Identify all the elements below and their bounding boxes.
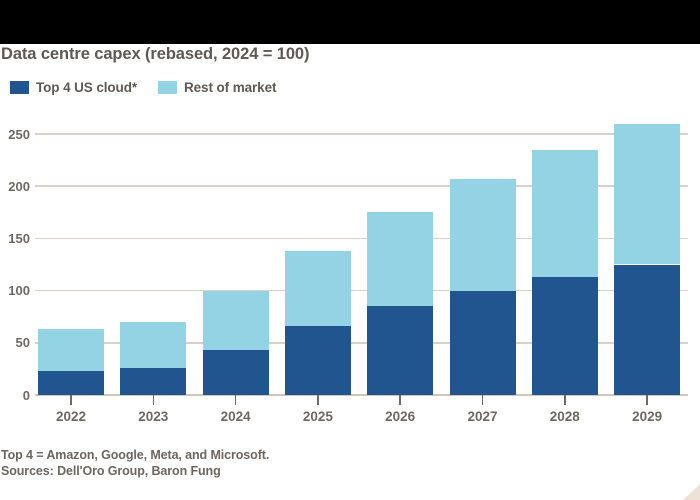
x-axis-tick-2027 [481, 395, 484, 405]
x-axis-label-2024: 2024 [220, 409, 251, 424]
bar-2028-rest [531, 149, 598, 278]
top-black-banner [0, 0, 700, 44]
sources-text: Sources: Dell'Oro Group, Baron Fung [1, 464, 221, 479]
x-axis-tick-2025 [317, 395, 319, 405]
y-axis-label-50: 50 [15, 335, 30, 351]
x-axis-tick-2029 [646, 395, 648, 405]
x-axis-tick-2022 [70, 395, 72, 405]
bar-2028-top4 [531, 277, 598, 395]
y-axis-label-200: 200 [8, 178, 30, 194]
x-axis-label-2026: 2026 [385, 409, 416, 424]
bar-2025-top4 [284, 326, 351, 395]
gridline-150 [35, 237, 688, 240]
chart-footer: Top 4 = Amazon, Google, Meta, and Micros… [1, 447, 269, 480]
legend-label-rest: Rest of market [184, 80, 277, 95]
x-axis-tick-2024 [234, 395, 237, 405]
gridline-50 [35, 342, 688, 344]
legend-swatch-rest [158, 81, 177, 94]
bar-2029-rest [614, 123, 681, 265]
corner-triangle-decoration [683, 484, 700, 500]
bar-2024-rest [202, 290, 269, 351]
bar-2029-top4 [614, 264, 681, 395]
legend-label-top4: Top 4 US cloud* [36, 80, 138, 95]
x-axis-label-2027: 2027 [467, 409, 498, 424]
x-axis-tick-2028 [564, 395, 566, 405]
bar-2023-rest [120, 321, 187, 368]
gridline-200 [35, 185, 688, 187]
bar-2027-rest [449, 178, 516, 291]
y-axis-label-150: 150 [8, 230, 30, 246]
x-axis-label-2028: 2028 [549, 409, 580, 424]
x-axis-tick-2023 [152, 395, 155, 405]
legend-item-top4: Top 4 US cloud* [10, 80, 137, 95]
y-axis-label-250: 250 [8, 126, 30, 142]
footnote-text: Top 4 = Amazon, Google, Meta, and Micros… [1, 448, 270, 462]
bar-2024-top4 [202, 350, 269, 395]
chart-title: Data centre capex (rebased, 2024 = 100) [1, 45, 310, 63]
bar-2026-rest [367, 212, 434, 307]
gridline-250 [35, 133, 688, 135]
y-axis-label-100: 100 [8, 283, 30, 299]
x-axis-label-2029: 2029 [632, 409, 663, 424]
bar-2027-top4 [449, 290, 516, 395]
x-axis-label-2023: 2023 [138, 409, 169, 424]
x-axis-baseline [35, 393, 688, 396]
bar-2023-top4 [120, 367, 187, 395]
x-axis-label-2022: 2022 [55, 409, 87, 424]
y-axis-label-0: 0 [22, 387, 30, 403]
legend-item-rest: Rest of market [158, 80, 276, 95]
legend-swatch-top4 [10, 81, 29, 94]
bar-2026-top4 [367, 306, 434, 395]
bar-2022-top4 [38, 370, 104, 395]
bar-2025-rest [284, 250, 351, 327]
gridline-100 [35, 289, 688, 292]
x-axis-label-2025: 2025 [302, 409, 333, 424]
bar-2022-rest [38, 329, 104, 371]
x-axis-tick-2026 [399, 395, 401, 405]
